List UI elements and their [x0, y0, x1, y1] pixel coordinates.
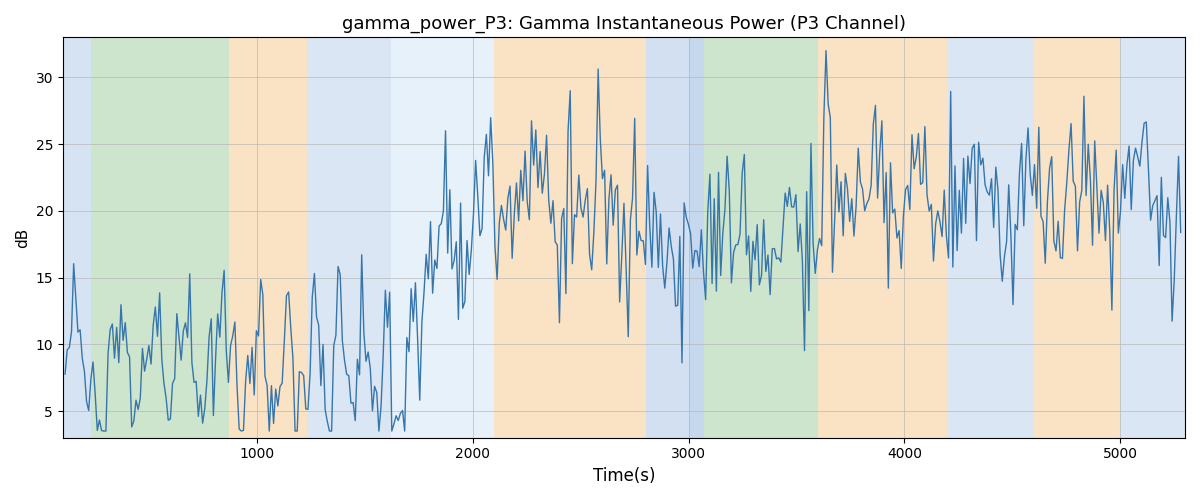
Bar — [818, 38, 853, 438]
Bar — [689, 38, 703, 438]
X-axis label: Time(s): Time(s) — [593, 467, 655, 485]
Bar — [1034, 38, 1121, 438]
Bar — [91, 38, 229, 438]
Bar — [307, 38, 391, 438]
Bar — [229, 38, 307, 438]
Bar — [948, 38, 1034, 438]
Y-axis label: dB: dB — [16, 228, 30, 248]
Bar — [62, 38, 91, 438]
Bar — [853, 38, 948, 438]
Title: gamma_power_P3: Gamma Instantaneous Power (P3 Channel): gamma_power_P3: Gamma Instantaneous Powe… — [342, 15, 906, 34]
Bar — [646, 38, 689, 438]
Bar — [494, 38, 646, 438]
Bar — [391, 38, 494, 438]
Bar — [1121, 38, 1186, 438]
Bar — [703, 38, 818, 438]
